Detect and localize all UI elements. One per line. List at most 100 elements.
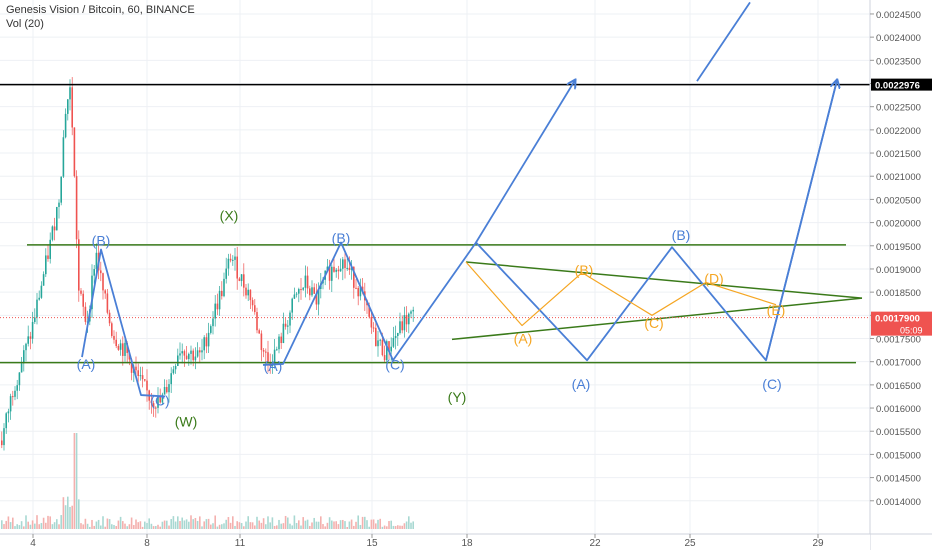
wave-label: (B) (92, 232, 111, 248)
volume-bar (401, 525, 403, 529)
candle-body (254, 305, 256, 313)
candle-body (29, 336, 32, 339)
wave-label: (B) (575, 262, 594, 278)
candle-body (188, 353, 190, 360)
candle-body (370, 316, 373, 328)
volume-bar (276, 525, 278, 529)
volume-bar (214, 515, 216, 529)
volume-bar (42, 517, 45, 529)
price-tick-label: 0.0024000 (876, 33, 921, 44)
candle-body (80, 290, 82, 294)
price-tick-label: 0.0020000 (876, 219, 921, 230)
candle-body (163, 386, 166, 395)
time-tick-label: 4 (30, 538, 36, 549)
candle-body (9, 396, 12, 412)
time-tick-label: 8 (144, 538, 150, 549)
price-tick-label: 0.0017000 (876, 358, 921, 369)
candle-body (339, 268, 342, 272)
volume-bar (159, 526, 161, 529)
volume-bar (234, 525, 236, 529)
volume-bar (137, 522, 139, 529)
candle-body (181, 351, 183, 354)
candle-body (245, 287, 247, 296)
candle-body (62, 137, 65, 177)
volume-bar (357, 515, 359, 529)
volume-bar (45, 522, 47, 529)
candle-body (7, 411, 10, 414)
volume-bar (271, 517, 274, 529)
volume-bar (192, 519, 194, 529)
volume-bar (251, 522, 254, 529)
candle-body (251, 300, 254, 306)
volume-bar (95, 521, 98, 529)
candle-body (56, 206, 58, 231)
volume-bar (139, 521, 142, 529)
candle-body (372, 327, 375, 329)
candle-body (146, 380, 148, 391)
candle-body (291, 298, 293, 313)
candle-body (293, 294, 296, 299)
volume-bar (322, 524, 324, 529)
candle-body (317, 288, 320, 305)
volume-bar (368, 526, 370, 529)
volume-bar (313, 517, 315, 529)
candle-body (203, 337, 205, 351)
volume-bar (328, 517, 331, 529)
candle-body (284, 323, 287, 327)
candle-body (383, 355, 386, 361)
candle-body (295, 293, 298, 295)
candle-body (223, 278, 225, 297)
volume-bar (62, 497, 65, 529)
candle-body (375, 327, 377, 347)
candle-body (139, 375, 142, 377)
volume-bar (168, 525, 170, 529)
volume-bar (287, 517, 289, 529)
wave-label: (C) (762, 376, 781, 392)
volume-bar (29, 524, 32, 529)
candle-body (95, 252, 98, 269)
volume-bar (320, 516, 322, 529)
volume-bar (372, 519, 375, 529)
volume-bar (60, 515, 62, 529)
candle-body (309, 288, 311, 296)
candle-body (401, 321, 403, 331)
volume-bar (119, 516, 122, 529)
candle-body (390, 346, 392, 352)
volume-bar (379, 518, 381, 529)
candle-body (102, 273, 104, 291)
volume-bar (16, 524, 18, 529)
candle-body (249, 289, 252, 301)
volume-bar (82, 524, 84, 529)
volume-bar (111, 524, 113, 529)
volume-bar (146, 522, 148, 529)
volume-bar (148, 518, 150, 529)
price-tick-label: 0.0023500 (876, 56, 921, 67)
wave-label: (A) (514, 331, 533, 347)
candle-body (71, 87, 73, 128)
candle-body (355, 287, 357, 289)
price-axis: 0.0014000 0.0014500 0.0015000 0.0015500 0.00… (869, 0, 932, 550)
wave-label: (B) (332, 230, 351, 246)
candle-body (168, 384, 170, 393)
candle-body (335, 269, 337, 272)
volume-bar (333, 521, 335, 529)
volume-bar (56, 519, 58, 529)
volume-bar (23, 526, 25, 529)
volume-bar (300, 525, 302, 529)
candle-body (256, 312, 258, 331)
volume-bar (128, 524, 131, 529)
candle-body (392, 337, 395, 347)
candle-body (388, 341, 390, 352)
volume-bar (238, 522, 241, 529)
trend-line (465, 261, 863, 299)
grid (0, 0, 870, 534)
volume-bar (221, 524, 223, 529)
volume-bar (126, 526, 128, 529)
candle-body (155, 407, 157, 409)
volume-bar (124, 523, 126, 529)
candle-body (51, 226, 54, 240)
candle-body (262, 350, 265, 352)
candle-body (117, 346, 120, 350)
candle-body (166, 386, 168, 393)
